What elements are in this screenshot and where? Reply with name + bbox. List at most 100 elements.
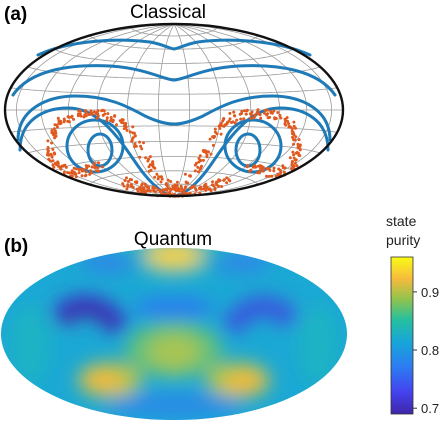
panel-a-chaotic-points (45, 108, 302, 198)
chaotic-point (152, 186, 156, 190)
chaotic-point (198, 154, 202, 158)
chaotic-point (113, 114, 117, 118)
chaotic-point (287, 122, 291, 126)
chaotic-point (183, 172, 187, 176)
chaotic-point (277, 167, 281, 171)
chaotic-point (245, 165, 249, 169)
chaotic-point (82, 167, 86, 171)
chaotic-point (128, 130, 132, 134)
chaotic-point (227, 119, 231, 123)
chaotic-point (46, 146, 50, 149)
chaotic-point (208, 137, 212, 141)
chaotic-point (212, 184, 216, 188)
orbit-upper-band (11, 64, 337, 97)
chaotic-point (203, 183, 207, 187)
chaotic-point (160, 177, 164, 181)
chaotic-point (140, 147, 144, 151)
chaotic-point (284, 123, 288, 127)
chaotic-point (144, 189, 148, 193)
chaotic-point (64, 165, 68, 169)
chaotic-point (125, 187, 129, 191)
chaotic-point (77, 113, 81, 117)
chaotic-point (222, 117, 226, 121)
chaotic-point (202, 158, 205, 162)
chaotic-point (129, 183, 133, 187)
chaotic-point (94, 169, 98, 173)
chaotic-point (62, 170, 66, 174)
chaotic-point (138, 155, 142, 159)
chaotic-point (70, 169, 74, 173)
chaotic-point (123, 179, 127, 182)
chaotic-point (168, 192, 172, 196)
chaotic-point (180, 190, 184, 193)
chaotic-point (101, 108, 105, 112)
chaotic-point (121, 182, 125, 186)
chaotic-point (266, 108, 269, 112)
chaotic-point (152, 189, 156, 193)
orbit-left-island-outer (65, 118, 125, 174)
chaotic-point (149, 168, 153, 172)
chaotic-point (93, 165, 97, 169)
chaotic-point (294, 126, 297, 130)
chaotic-point (294, 158, 298, 162)
chaotic-point (278, 113, 282, 117)
chaotic-point (256, 164, 260, 168)
chaotic-point (204, 149, 207, 153)
chaotic-point (52, 165, 56, 169)
chaotic-point (235, 118, 239, 122)
chaotic-point (212, 135, 216, 138)
chaotic-point (96, 114, 100, 118)
chaotic-point (148, 189, 152, 193)
chaotic-point (293, 138, 297, 142)
chaotic-point (228, 117, 232, 121)
chaotic-point (177, 189, 181, 193)
chaotic-point (273, 117, 277, 121)
chaotic-point (96, 166, 100, 170)
chaotic-point (79, 167, 82, 171)
chaotic-point (96, 109, 100, 113)
chaotic-point (148, 155, 152, 159)
chaotic-point (290, 129, 294, 133)
chaotic-point (253, 113, 257, 117)
chaotic-point (217, 178, 221, 182)
chaotic-point (232, 110, 236, 114)
chaotic-point (115, 123, 118, 127)
chaotic-point (142, 186, 146, 190)
chaotic-point (84, 170, 88, 174)
chaotic-point (183, 186, 187, 190)
chaotic-point (139, 144, 143, 148)
chaotic-point (90, 165, 94, 169)
chaotic-point (142, 141, 145, 145)
chaotic-point (225, 176, 229, 180)
chaotic-point (128, 178, 132, 181)
chaotic-point (197, 157, 201, 160)
chaotic-point (90, 112, 94, 116)
chaotic-point (295, 164, 299, 168)
chaotic-point (209, 152, 213, 156)
chaotic-point (53, 136, 57, 140)
chaotic-point (175, 180, 179, 184)
chaotic-point (274, 174, 278, 178)
chaotic-point (70, 114, 74, 118)
chaotic-point (133, 142, 137, 146)
chaotic-point (122, 184, 126, 188)
chaotic-point (78, 109, 82, 113)
orbit-top (36, 38, 312, 57)
chaotic-point (57, 119, 61, 123)
chaotic-point (147, 165, 151, 169)
chaotic-point (225, 181, 229, 185)
orbit-right-island-outer (223, 118, 283, 174)
chaotic-point (196, 165, 200, 169)
colorbar-tick-label: 0.7 (421, 401, 439, 416)
chaotic-point (52, 127, 56, 131)
chaotic-point (270, 111, 274, 115)
chaotic-point (133, 145, 137, 149)
chaotic-point (287, 124, 291, 128)
chaotic-point (55, 125, 59, 129)
chaotic-point (292, 142, 295, 146)
chaotic-point (46, 151, 50, 155)
chaotic-point (80, 174, 84, 178)
chaotic-point (118, 119, 122, 123)
chaotic-point (83, 109, 87, 112)
chaotic-point (244, 112, 248, 116)
